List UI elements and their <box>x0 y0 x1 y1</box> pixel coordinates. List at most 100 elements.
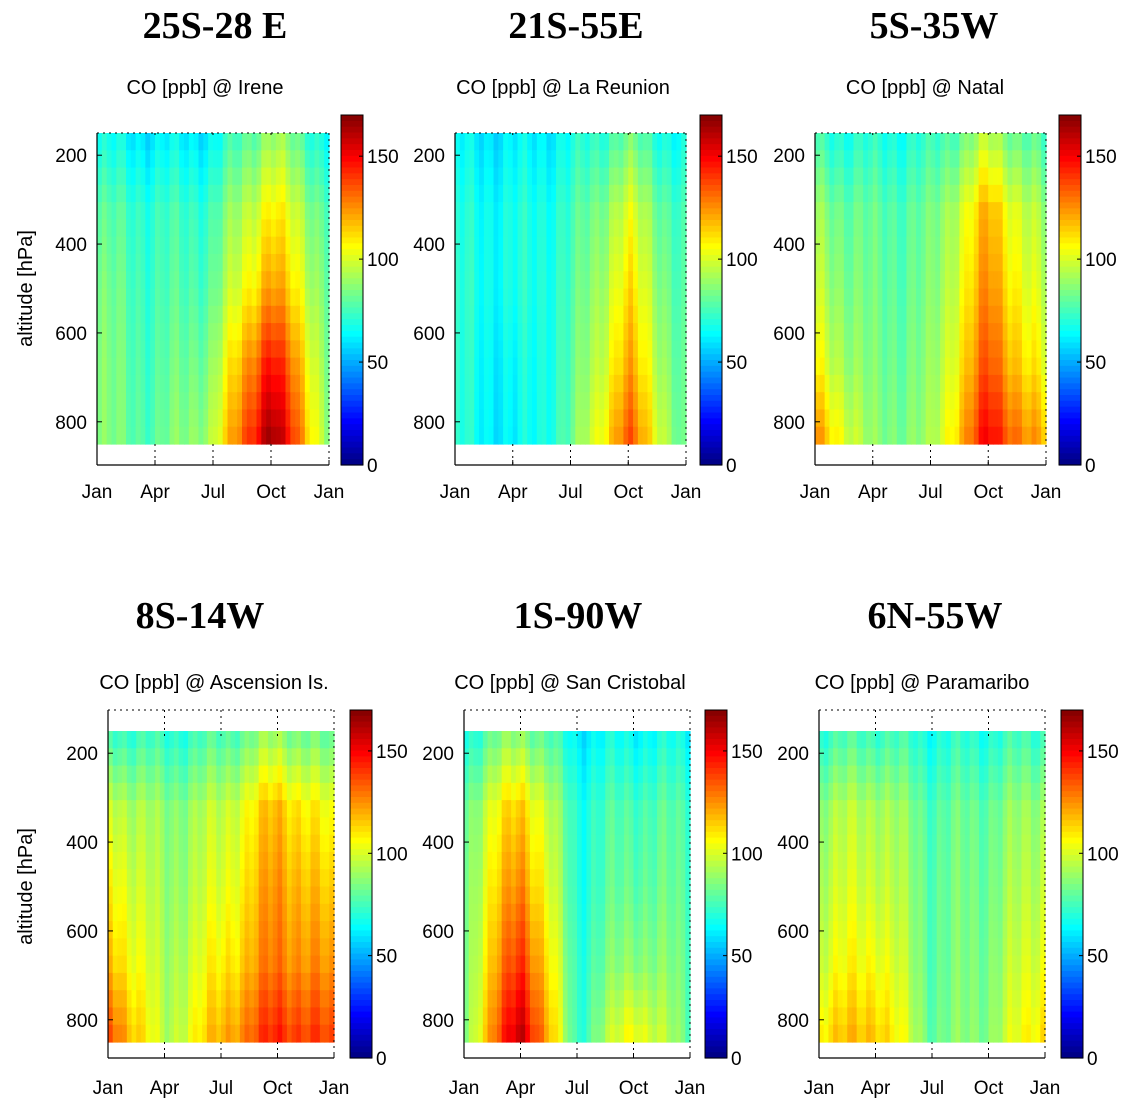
heatmap-cell <box>159 253 166 272</box>
heatmap-cell <box>1002 374 1009 393</box>
heatmap-cell <box>164 409 171 428</box>
heatmap-cell <box>164 834 170 853</box>
heatmap-cell <box>235 817 241 836</box>
heatmap-cell <box>258 869 264 888</box>
heatmap-cell <box>253 886 260 905</box>
heatmap-cell <box>978 357 985 376</box>
heatmap-cell <box>501 938 507 957</box>
colorbar-swatch <box>705 849 727 856</box>
heatmap-cell <box>935 340 941 359</box>
heatmap-cell <box>581 869 588 888</box>
heatmap-cell <box>978 323 985 341</box>
heatmap-cell <box>517 253 523 272</box>
heatmap-cell <box>614 834 620 853</box>
heatmap-cell <box>642 938 649 957</box>
heatmap-cell <box>150 886 156 905</box>
heatmap-cell <box>221 938 227 957</box>
heatmap-cell <box>954 167 960 186</box>
heatmap-cell <box>675 800 682 818</box>
heatmap-cell <box>671 236 677 255</box>
colorbar-swatch <box>350 814 372 821</box>
heatmap-cell <box>847 972 853 991</box>
heatmap-cell <box>594 323 600 341</box>
heatmap-cell <box>164 851 170 870</box>
heatmap-cell <box>244 903 250 922</box>
heatmap-cell <box>633 357 639 376</box>
heatmap-cell <box>492 800 498 818</box>
heatmap-cell <box>586 990 592 1009</box>
heatmap-cell <box>1041 323 1047 341</box>
colorbar-swatch <box>341 453 363 460</box>
colorbar-swatch <box>350 756 372 763</box>
heatmap-cell <box>150 409 156 428</box>
heatmap-cell <box>619 938 625 957</box>
heatmap-cell <box>208 271 214 290</box>
heatmap-cell <box>251 305 258 324</box>
colorbar-tick-label: 50 <box>367 353 388 374</box>
heatmap-cell <box>815 202 821 220</box>
heatmap-cell <box>586 1007 592 1026</box>
heatmap-cell <box>556 236 562 255</box>
heatmap-cell <box>901 202 908 220</box>
heatmap-cell <box>111 305 117 324</box>
heatmap-cell <box>174 271 180 290</box>
heatmap-cell <box>329 972 335 991</box>
heatmap-cell <box>969 184 975 203</box>
heatmap-cell <box>906 184 912 203</box>
heatmap-cell <box>944 236 951 255</box>
heatmap-cell <box>140 150 146 169</box>
heatmap-cell <box>211 1007 217 1026</box>
heatmap-cell <box>164 972 170 991</box>
heatmap-cell <box>954 305 960 324</box>
heatmap-cell <box>256 202 262 220</box>
heatmap-cell <box>666 271 673 290</box>
colorbar-swatch <box>341 406 363 414</box>
heatmap-cell <box>174 305 180 324</box>
heatmap-cell <box>487 886 493 905</box>
colorbar-swatch <box>350 930 372 937</box>
heatmap-cell <box>280 236 287 255</box>
heatmap-cell <box>296 921 302 939</box>
heatmap-cell <box>823 834 830 853</box>
heatmap-cell <box>896 426 903 445</box>
heatmap-cell <box>479 219 485 238</box>
heatmap-cell <box>188 817 194 836</box>
heatmap-cell <box>230 782 236 801</box>
heatmap-cell <box>249 731 255 749</box>
heatmap-cell <box>1041 357 1047 376</box>
heatmap-cell <box>188 305 195 324</box>
heatmap-cell <box>309 426 316 445</box>
heatmap-cell <box>872 219 879 238</box>
heatmap-cell <box>198 184 204 203</box>
heatmap-cell <box>217 340 224 359</box>
colorbar-tick-label: 0 <box>1085 456 1096 477</box>
heatmap-cell <box>211 955 217 974</box>
heatmap-cell <box>642 972 649 991</box>
heatmap-cell <box>140 938 147 957</box>
heatmap-cell <box>483 426 490 445</box>
heatmap-cell <box>246 167 253 186</box>
heatmap-cell <box>614 972 620 991</box>
heatmap-cell <box>829 288 835 307</box>
heatmap-cell <box>671 990 677 1009</box>
heatmap-cell <box>249 955 255 974</box>
heatmap-cell <box>823 955 830 974</box>
heatmap-cell <box>235 955 241 974</box>
colorbar-swatch <box>341 144 363 151</box>
heatmap-cell <box>173 921 180 939</box>
heatmap-cell <box>319 219 325 238</box>
heatmap-cell <box>560 323 567 341</box>
heatmap-cell <box>633 253 639 272</box>
heatmap-cell <box>551 133 557 151</box>
colorbar-swatch <box>1059 342 1081 349</box>
heatmap-cell <box>305 1024 312 1043</box>
heatmap-cell <box>314 184 320 203</box>
heatmap-cell <box>169 1024 175 1043</box>
heatmap-cell <box>512 133 519 151</box>
heatmap-cell <box>546 167 552 186</box>
heatmap-cell <box>515 990 522 1009</box>
heatmap-cell <box>949 409 956 428</box>
heatmap-cell <box>1036 150 1042 169</box>
heatmap-cell <box>145 133 151 151</box>
heatmap-cell <box>536 150 543 169</box>
